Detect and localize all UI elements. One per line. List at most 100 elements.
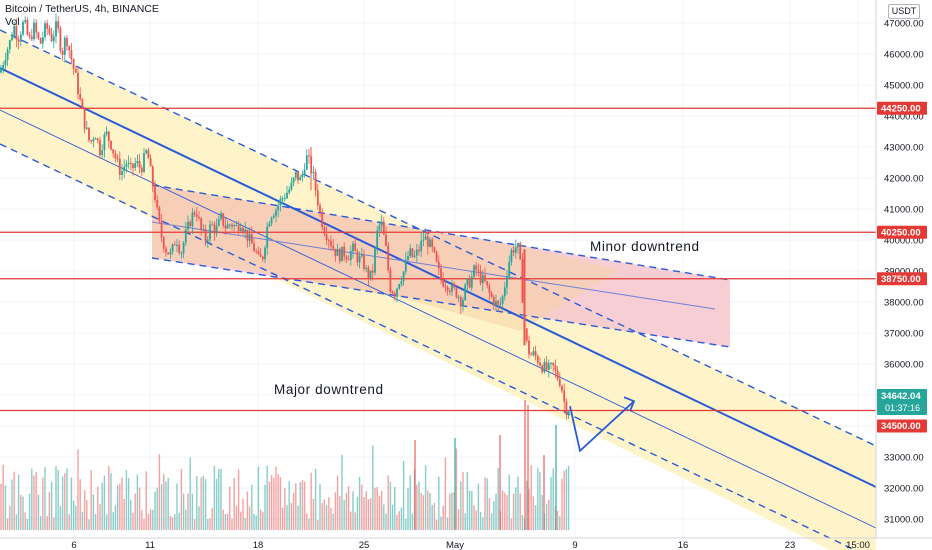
volume-bar [141, 510, 143, 530]
volume-bar [123, 498, 125, 530]
volume-bar [182, 493, 185, 530]
candle-body [459, 297, 462, 307]
candle-body [145, 150, 148, 154]
candle-body [33, 22, 35, 40]
projection-path[interactable] [569, 400, 635, 453]
candle-body [525, 328, 528, 341]
volume-bar [354, 512, 356, 530]
candle-body [475, 265, 478, 271]
candle-body [545, 361, 548, 370]
candle-body [404, 259, 407, 272]
candle-body [565, 401, 568, 416]
major-channel-median-line [0, 67, 877, 488]
candle-body [292, 177, 295, 183]
volume-bar [380, 490, 383, 530]
candle-body [402, 271, 405, 282]
candle-body [0, 69, 2, 73]
volume-bar [262, 511, 264, 530]
x-tick-label: May [446, 540, 464, 550]
time-axis[interactable]: 6 11 18 25 May 9 16 23 15:00 [71, 540, 870, 550]
volume-bar [134, 493, 136, 530]
volume-bar [136, 474, 139, 530]
candle-body [433, 247, 436, 252]
candle-body [369, 270, 372, 279]
volume-bar [92, 494, 95, 530]
candle-body [519, 242, 522, 260]
volume-bar [48, 491, 51, 530]
volume-bar [339, 495, 341, 530]
volume-bar [20, 494, 22, 530]
candle-body [435, 251, 438, 262]
volume-bar [235, 505, 238, 530]
volume-bar [394, 487, 396, 530]
candle-body [371, 270, 374, 273]
candle-body [121, 171, 123, 175]
x-tick-label: 18 [253, 540, 264, 550]
volume-bar [303, 481, 306, 530]
candle-body [499, 303, 502, 305]
candle-body [411, 248, 414, 257]
candle-body [88, 127, 90, 141]
volume-bar [345, 493, 348, 530]
volume-bar [310, 472, 312, 530]
volume-bar [435, 519, 438, 530]
symbol-title[interactable]: Bitcoin / TetherUS, 4h, BINANCE [5, 3, 159, 15]
candle-body [303, 169, 306, 175]
volume-bar [202, 475, 205, 530]
volume-bar [273, 477, 275, 530]
volume-bar [101, 482, 103, 530]
candle-body [550, 362, 552, 364]
candle-body [336, 248, 339, 256]
volume-bar [306, 513, 308, 530]
major-channel-upper-line [0, 29, 877, 447]
candle-body [444, 286, 447, 288]
candle-body [52, 36, 55, 42]
volume-bar [391, 504, 394, 530]
volume-bar [548, 499, 550, 530]
major-downtrend-label: Major downtrend [274, 382, 384, 397]
volume-bar [244, 517, 246, 530]
candle-body [70, 50, 73, 60]
volume-bar [314, 468, 317, 530]
candle-body [4, 59, 7, 66]
volume-bar [530, 465, 532, 530]
volume-bar [253, 513, 255, 530]
volume-bar [537, 467, 539, 530]
volume-bar [372, 445, 374, 530]
volume-bar [86, 499, 88, 530]
volume-bar [369, 498, 372, 530]
candle-body [453, 284, 456, 288]
candle-body [235, 225, 238, 227]
volume-bar [185, 509, 187, 530]
volume-bar [28, 493, 31, 530]
volume-indicator-label[interactable]: Vol [5, 16, 20, 28]
volume-bar [226, 513, 229, 530]
y-tick-label: 36000.00 [884, 360, 924, 371]
volume-bar [319, 483, 321, 530]
candle-body [424, 236, 427, 240]
volume-bar [519, 493, 521, 530]
candle-body [134, 163, 137, 168]
candle-body [55, 21, 57, 37]
candle-body [202, 229, 205, 231]
candle-body [341, 246, 343, 262]
candle-body [46, 23, 49, 29]
volume-bar [2, 464, 4, 530]
candle-body [237, 225, 240, 231]
candle-body [393, 293, 396, 297]
volume-bar [468, 490, 471, 530]
candle-body [140, 167, 143, 173]
currency-button[interactable]: USDT [888, 4, 920, 19]
volume-bar [266, 465, 268, 530]
price-axis[interactable]: 31000.0032000.0033000.0034000.0035000.00… [884, 19, 924, 526]
candle-body [473, 265, 475, 277]
candle-body [563, 390, 566, 402]
volume-bar [169, 515, 172, 530]
candle-body [506, 276, 508, 288]
candle-body [132, 163, 134, 168]
projection-arrow [569, 396, 636, 453]
candle-body [327, 240, 330, 242]
volume-bar [424, 465, 427, 530]
volume-bar [198, 506, 200, 530]
